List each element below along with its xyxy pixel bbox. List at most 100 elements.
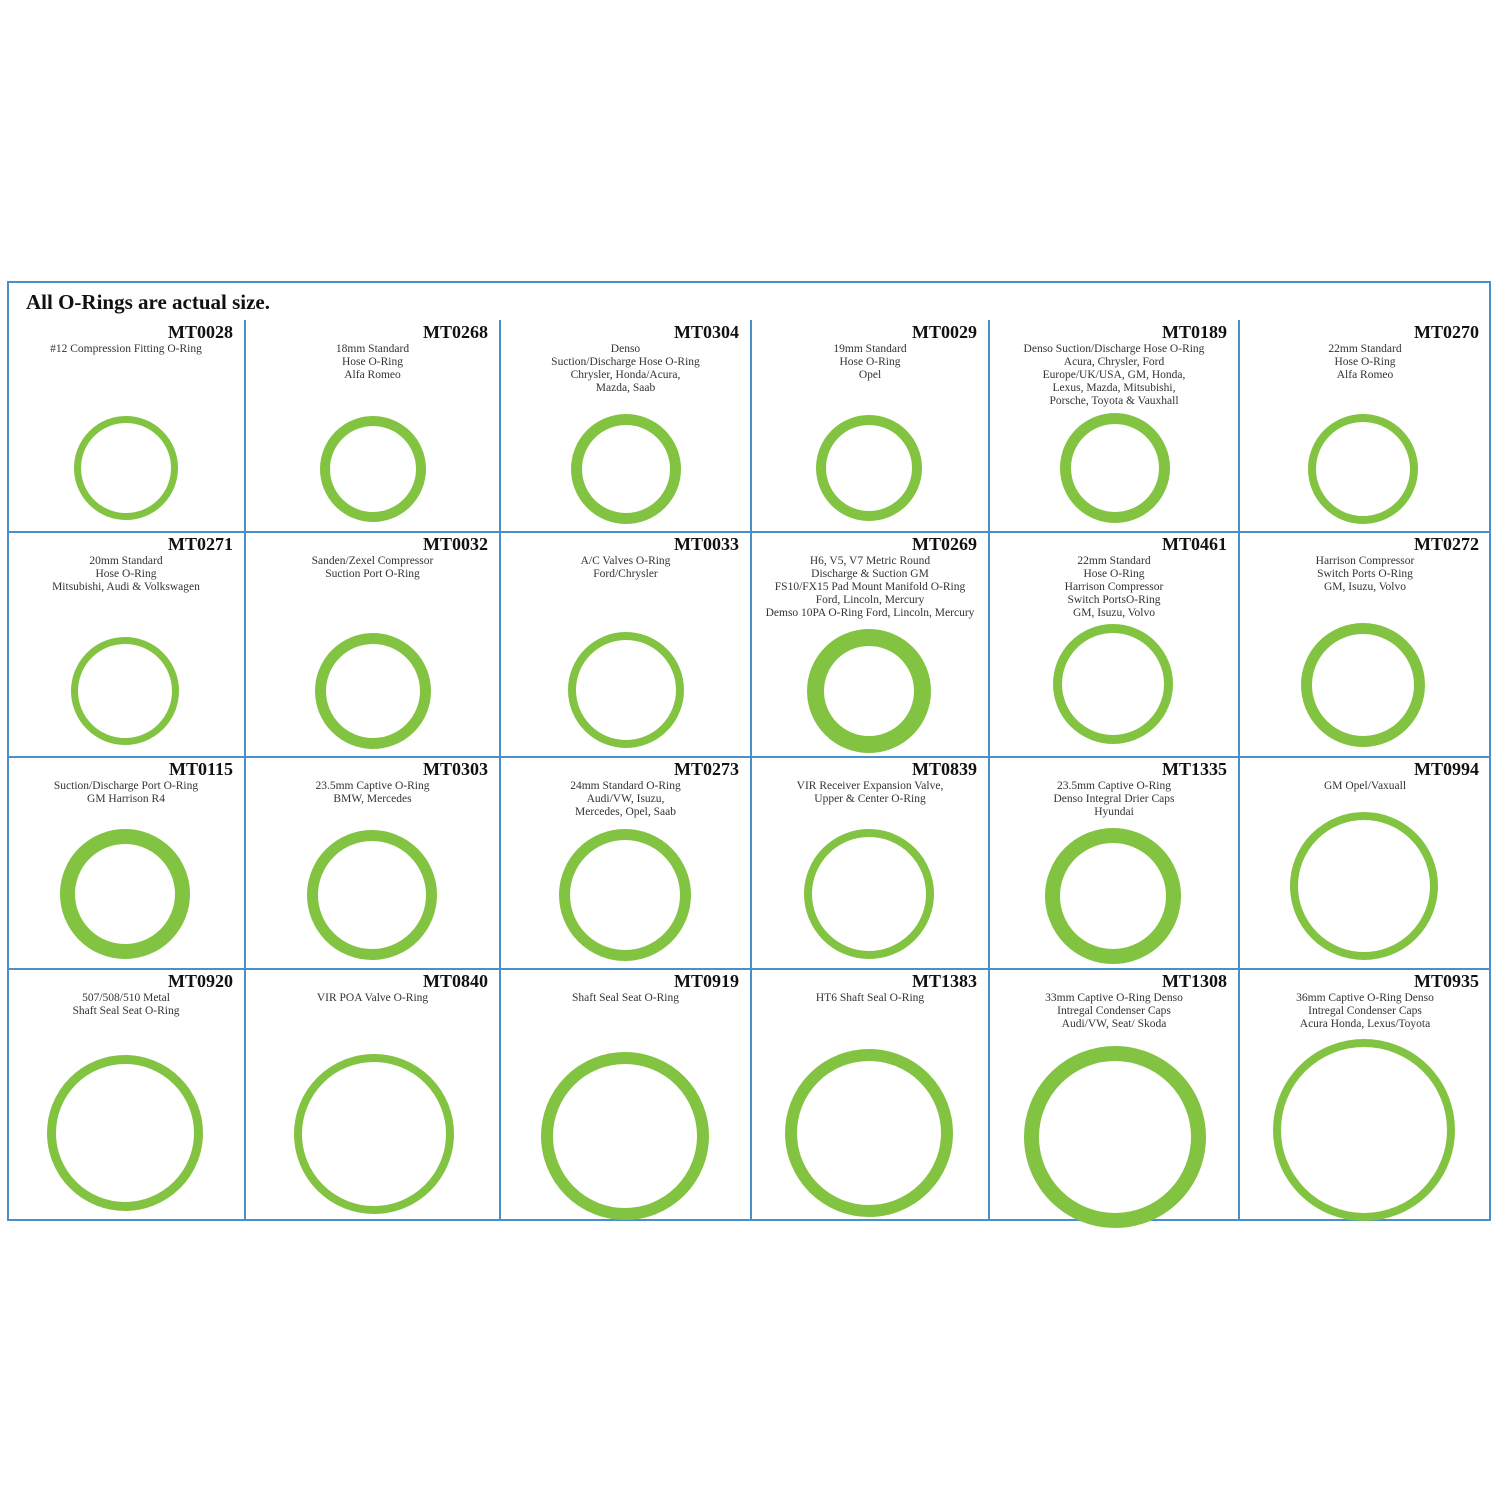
part-code: MT0268 [423, 322, 488, 342]
o-ring-cell-mt0029: MT0029 19mm Standard Hose O-Ring Opel [751, 320, 989, 532]
description-line: Intregal Condenser Caps [1057, 1005, 1171, 1017]
o-ring-cell-mt0840: MT0840 VIR POA Valve O-Ring [245, 969, 500, 1221]
description-line: H6, V5, V7 Metric Round [809, 555, 931, 567]
part-code: MT0839 [912, 759, 977, 779]
part-description: 19mm Standard Hose O-Ring Opel [755, 343, 985, 382]
part-code: MT0032 [423, 534, 488, 554]
description-line: Switch Ports O-Ring [1317, 568, 1413, 580]
part-description: 22mm Standard Hose O-Ring Alfa Romeo [1243, 343, 1487, 382]
description-line: Chrysler, Honda/Acura, [570, 369, 681, 381]
part-code: MT0270 [1414, 322, 1479, 342]
description-line: GM, Isuzu, Volvo [1324, 581, 1406, 593]
part-code: MT0304 [674, 322, 739, 342]
description-line: 19mm Standard [833, 343, 907, 355]
o-ring-cell-mt0935: MT0935 36mm Captive O-Ring Denso Intregal … [1239, 969, 1491, 1221]
description-line: Alfa Romeo [344, 369, 401, 381]
part-description: VIR POA Valve O-Ring [249, 992, 496, 1005]
part-description: 20mm Standard Hose O-Ring Mitsubishi, Audi… [11, 555, 241, 594]
o-ring-image [307, 830, 437, 960]
part-description: Suction/Discharge Port O-Ring GM Harrison… [11, 780, 241, 806]
description-line: 18mm Standard [335, 343, 410, 355]
description-line: Mercedes, Opel, Saab [575, 806, 676, 818]
part-code: MT0919 [674, 971, 739, 991]
part-code: MT0461 [1162, 534, 1227, 554]
description-line: Suction/Discharge Hose O-Ring [551, 356, 700, 368]
o-ring-image [1060, 413, 1170, 523]
description-line: Hose O-Ring [839, 356, 901, 368]
part-description: A/C Valves O-Ring Ford/Chrysler [504, 555, 747, 581]
description-line: Acura Honda, Lexus/Toyota [1299, 1018, 1431, 1030]
part-code: MT0935 [1414, 971, 1479, 991]
o-ring-image [785, 1049, 953, 1217]
o-ring-chart-frame [7, 281, 1491, 1221]
part-description: 24mm Standard O-Ring Audi/VW, Isuzu, Merce… [504, 780, 747, 819]
description-line: VIR POA Valve O-Ring [316, 992, 429, 1004]
part-description: Denso Suction/Discharge Hose O-Ring Chrysl… [504, 343, 747, 395]
o-ring-cell-mt0461: MT0461 22mm Standard Hose O-Ring Harrison C… [989, 532, 1239, 757]
description-line: Hose O-Ring [1083, 568, 1145, 580]
description-line: Sanden/Zexel Compressor [311, 555, 434, 567]
o-ring-image [60, 829, 190, 959]
o-ring-cell-mt0303: MT0303 23.5mm Captive O-Ring BMW, Mercedes [245, 757, 500, 969]
o-ring-image [71, 637, 179, 745]
o-ring-image [1301, 623, 1425, 747]
description-line: Hose O-Ring [1334, 356, 1396, 368]
description-line: Opel [858, 369, 882, 381]
o-ring-cell-mt0271: MT0271 20mm Standard Hose O-Ring Mitsubishi… [7, 532, 245, 757]
description-line: Shaft Seal Seat O-Ring [72, 1005, 180, 1017]
part-description: GM Opel/Vaxuall [1243, 780, 1487, 793]
o-ring-cell-mt0028: MT0028 #12 Compression Fitting O-Ring [7, 320, 245, 532]
o-ring-image [1045, 828, 1181, 964]
description-line: Harrison Compressor [1315, 555, 1415, 567]
description-line: Demso 10PA O-Ring Ford, Lincoln, Mercury [765, 607, 975, 619]
o-ring-cell-mt1335: MT1335 23.5mm Captive O-Ring Denso Integra… [989, 757, 1239, 969]
o-ring-cell-mt0269: MT0269 H6, V5, V7 Metric Round Discharge &… [751, 532, 989, 757]
part-code: MT0269 [912, 534, 977, 554]
description-line: 33mm Captive O-Ring Denso [1045, 992, 1183, 1004]
description-line: Denso [610, 343, 641, 355]
part-code: MT0272 [1414, 534, 1479, 554]
o-ring-cell-mt0268: MT0268 18mm Standard Hose O-Ring Alfa Romeo [245, 320, 500, 532]
o-ring-image [74, 416, 178, 520]
description-line: Acura, Chrysler, Ford [1063, 356, 1165, 368]
part-description: 22mm Standard Hose O-Ring Harrison Compres… [993, 555, 1235, 620]
description-line: Europe/UK/USA, GM, Honda, [1042, 369, 1186, 381]
description-line: 36mm Captive O-Ring Denso [1296, 992, 1434, 1004]
part-description: H6, V5, V7 Metric Round Discharge & Sucti… [755, 555, 985, 620]
description-line: Denso Integral Drier Caps [1053, 793, 1175, 805]
part-code: MT0920 [168, 971, 233, 991]
description-line: #12 Compression Fitting O-Ring [50, 343, 202, 355]
description-line: FS10/FX15 Pad Mount Manifold O-Ring [774, 581, 966, 593]
part-description: Sanden/Zexel Compressor Suction Port O-Ri… [249, 555, 496, 581]
o-ring-cell-mt0032: MT0032 Sanden/Zexel Compressor Suction Por… [245, 532, 500, 757]
o-ring-image [568, 632, 684, 748]
part-description: VIR Receiver Expansion Valve, Upper & Cen… [755, 780, 985, 806]
description-line: Hyundai [1094, 806, 1134, 818]
description-line: 20mm Standard [89, 555, 163, 567]
part-description: 33mm Captive O-Ring Denso Intregal Conden… [993, 992, 1235, 1031]
description-line: VIR Receiver Expansion Valve, [796, 780, 944, 792]
part-description: Shaft Seal Seat O-Ring [504, 992, 747, 1005]
part-code: MT1383 [912, 971, 977, 991]
o-ring-cell-mt0273: MT0273 24mm Standard O-Ring Audi/VW, Isuzu… [500, 757, 751, 969]
description-line: Suction Port O-Ring [325, 568, 420, 580]
o-ring-image [320, 416, 426, 522]
description-line: 23.5mm Captive O-Ring [315, 780, 430, 792]
description-line: Hose O-Ring [341, 356, 403, 368]
o-ring-image [294, 1054, 454, 1214]
description-line: 22mm Standard [1328, 343, 1402, 355]
description-line: Audi/VW, Seat/ Skoda [1061, 1018, 1167, 1030]
description-line: 22mm Standard [1077, 555, 1151, 567]
o-ring-image [571, 414, 681, 524]
description-line: 23.5mm Captive O-Ring [1056, 780, 1172, 792]
description-line: Intregal Condenser Caps [1308, 1005, 1422, 1017]
part-description: 507/508/510 Metal Shaft Seal Seat O-Ring [11, 992, 241, 1018]
part-description: #12 Compression Fitting O-Ring [11, 343, 241, 356]
part-code: MT0271 [168, 534, 233, 554]
part-code: MT1308 [1162, 971, 1227, 991]
o-ring-image [1290, 812, 1438, 960]
o-ring-image [807, 629, 931, 753]
part-description: Harrison Compressor Switch Ports O-Ring GM… [1243, 555, 1487, 594]
o-ring-image [816, 415, 922, 521]
part-description: 18mm Standard Hose O-Ring Alfa Romeo [249, 343, 496, 382]
